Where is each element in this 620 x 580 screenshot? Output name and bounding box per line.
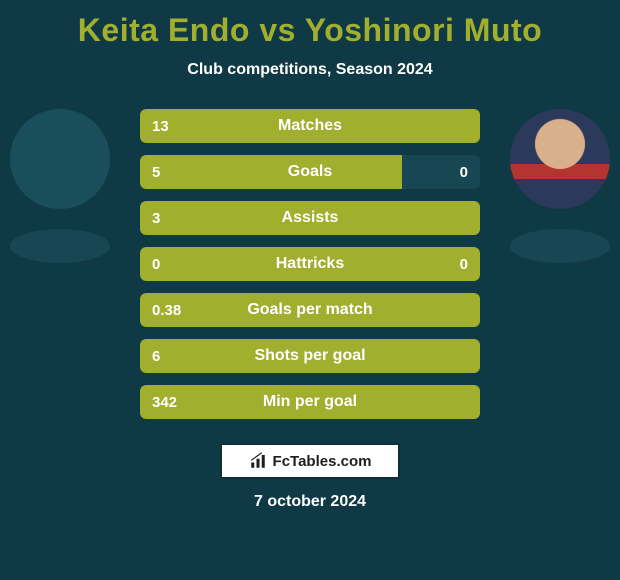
stat-value-left: 3 (140, 201, 172, 235)
date-text: 7 october 2024 (0, 493, 620, 511)
player-left-avatar (10, 109, 110, 209)
stat-label: Assists (140, 201, 480, 235)
stat-row: Matches13 (140, 109, 480, 143)
page-title: Keita Endo vs Yoshinori Muto (0, 0, 620, 49)
stat-label: Hattricks (140, 247, 480, 281)
stat-value-left: 0 (140, 247, 172, 281)
stat-value-right: 0 (448, 155, 480, 189)
branding-box: FcTables.com (220, 443, 400, 479)
stat-label: Goals (140, 155, 480, 189)
comparison-panel: Matches13Goals50Assists3Hattricks00Goals… (0, 109, 620, 419)
stat-label: Min per goal (140, 385, 480, 419)
stat-value-left: 342 (140, 385, 189, 419)
player-left-shadow (10, 229, 110, 263)
player-right-photo (510, 109, 610, 209)
stat-label: Matches (140, 109, 480, 143)
stat-value-left: 13 (140, 109, 181, 143)
branding-text: FcTables.com (273, 453, 372, 470)
stat-value-left: 6 (140, 339, 172, 373)
stats-bars: Matches13Goals50Assists3Hattricks00Goals… (140, 109, 480, 419)
player-right-shadow (510, 229, 610, 263)
stat-value-left: 5 (140, 155, 172, 189)
player-right-column (500, 109, 620, 263)
stat-row: Min per goal342 (140, 385, 480, 419)
player-left-column (0, 109, 120, 263)
stat-row: Assists3 (140, 201, 480, 235)
subtitle: Club competitions, Season 2024 (0, 61, 620, 79)
stat-row: Goals5 0 (140, 155, 480, 189)
chart-icon (249, 452, 267, 470)
stat-label: Shots per goal (140, 339, 480, 373)
stat-row: Goals per match0.38 (140, 293, 480, 327)
player-right-avatar (510, 109, 610, 209)
stat-value-left: 0.38 (140, 293, 193, 327)
stat-value-right: 0 (448, 247, 480, 281)
stat-row: Hattricks0 0 (140, 247, 480, 281)
stat-row: Shots per goal6 (140, 339, 480, 373)
